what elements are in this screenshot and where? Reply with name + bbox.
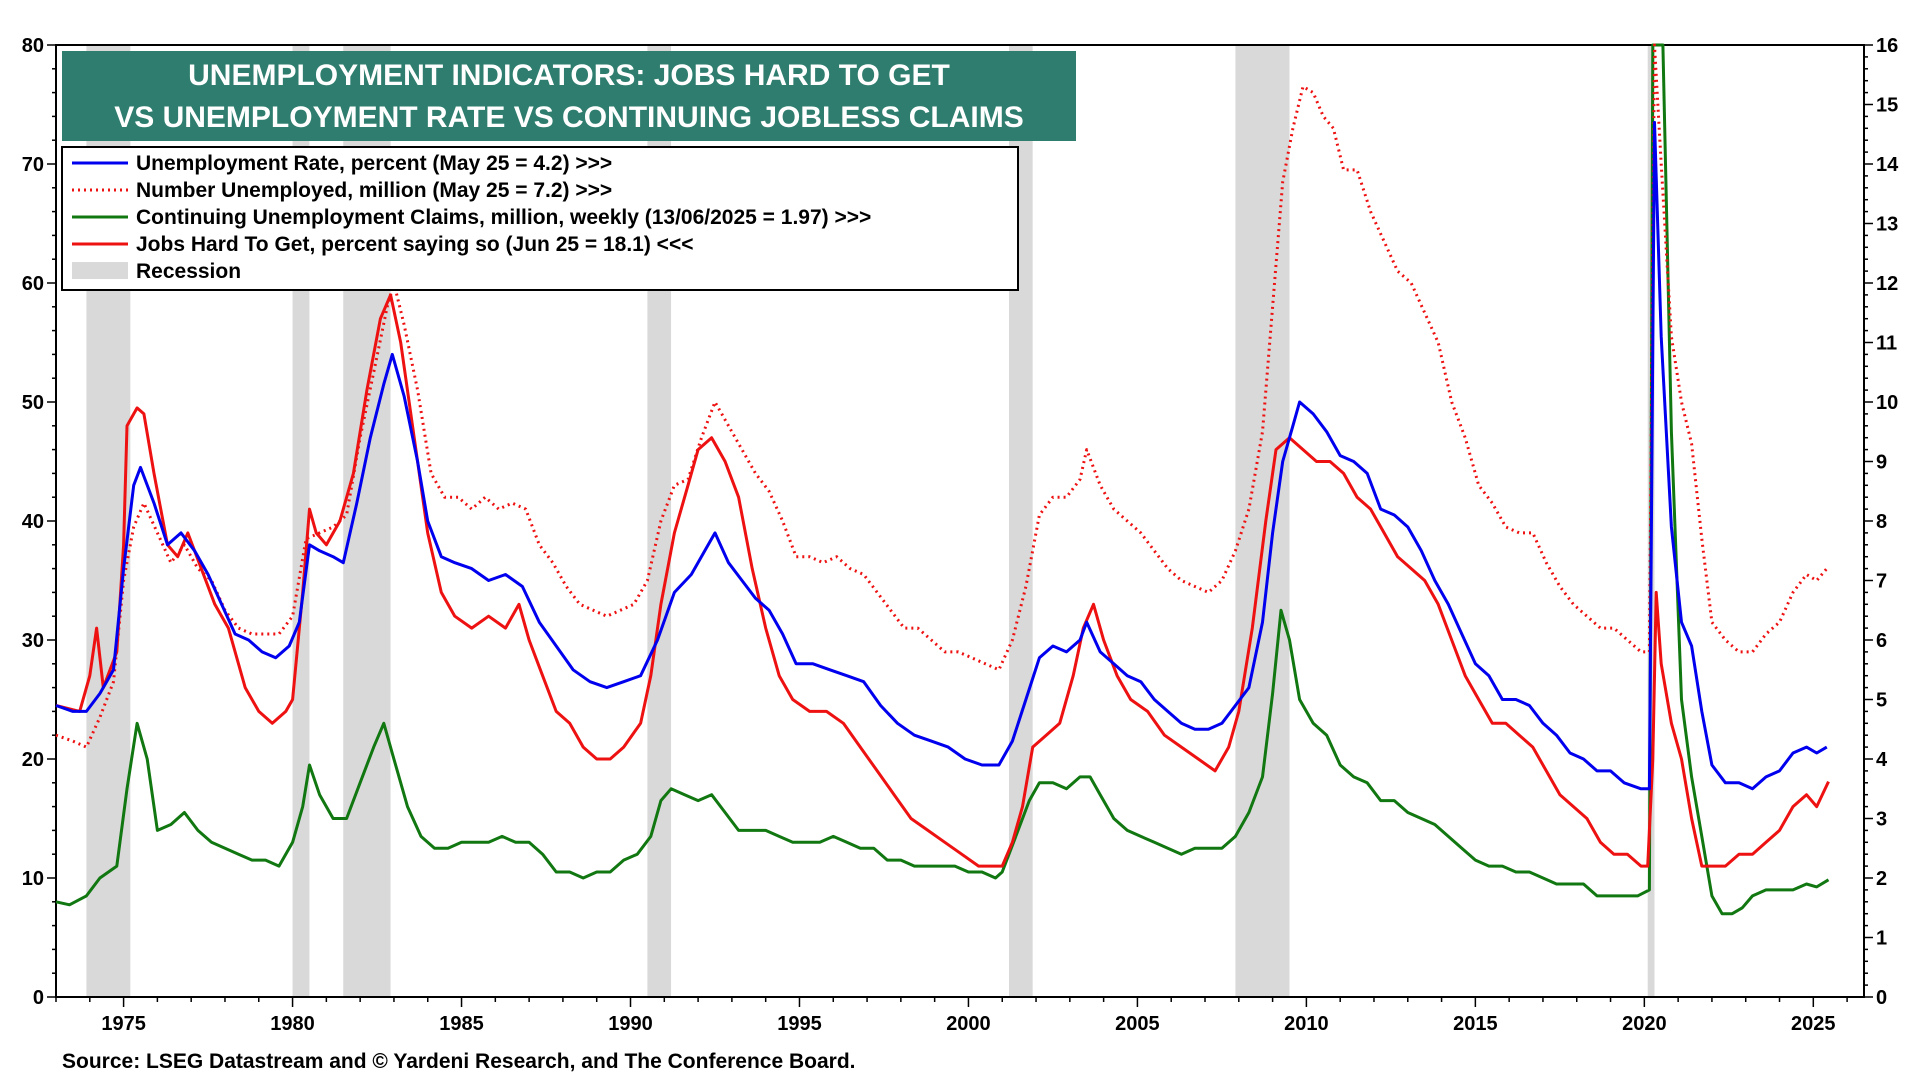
x-tick-label: 2005 — [1115, 1013, 1160, 1035]
right-tick-label: 9 — [1876, 452, 1887, 474]
right-tick-label: 4 — [1876, 749, 1888, 771]
right-tick-label: 0 — [1876, 987, 1887, 1009]
x-tick-label: 1990 — [608, 1013, 653, 1035]
right-tick-label: 16 — [1876, 35, 1898, 57]
title-line-1: UNEMPLOYMENT INDICATORS: JOBS HARD TO GE… — [188, 59, 950, 92]
right-tick-label: 13 — [1876, 214, 1898, 236]
series-jobs-hard-to-get-line — [55, 293, 1830, 868]
left-tick-label: 70 — [22, 154, 44, 176]
left-tick-label: 40 — [22, 511, 44, 533]
legend-label-jobs-hard-to-get: Jobs Hard To Get, percent saying so (Jun… — [136, 233, 693, 256]
x-tick-label: 1985 — [439, 1013, 484, 1035]
legend: Unemployment Rate, percent (May 25 = 4.2… — [61, 146, 1019, 291]
right-tick-label: 6 — [1876, 630, 1887, 652]
x-tick-label: 2015 — [1453, 1013, 1498, 1035]
title-box: UNEMPLOYMENT INDICATORS: JOBS HARD TO GE… — [62, 51, 1076, 141]
left-tick-label: 0 — [33, 987, 44, 1009]
left-y-axis: 0 10 20 30 40 50 60 70 80 — [22, 35, 56, 1009]
legend-box — [61, 146, 1019, 291]
x-tick-label: 2010 — [1284, 1013, 1329, 1035]
right-tick-label: 12 — [1876, 273, 1898, 295]
series-lines — [55, 43, 1830, 916]
series-unemployment-rate-line — [55, 120, 1828, 791]
legend-label-unemployment-rate: Unemployment Rate, percent (May 25 = 4.2… — [136, 152, 612, 175]
title-line-2: VS UNEMPLOYMENT RATE VS CONTINUING JOBLE… — [114, 101, 1024, 134]
x-tick-label: 1975 — [101, 1013, 146, 1035]
right-tick-label: 1 — [1876, 928, 1887, 950]
x-tick-label: 2020 — [1622, 1013, 1667, 1035]
legend-swatch-recession — [72, 262, 128, 279]
legend-label-continuing-claims: Continuing Unemployment Claims, million,… — [136, 206, 871, 229]
x-tick-label: 1980 — [270, 1013, 315, 1035]
left-tick-label: 10 — [22, 868, 44, 890]
right-tick-label: 10 — [1876, 392, 1898, 414]
right-tick-label: 5 — [1876, 690, 1887, 712]
right-tick-label: 3 — [1876, 809, 1887, 831]
left-tick-label: 50 — [22, 392, 44, 414]
legend-label-number-unemployed: Number Unemployed, million (May 25 = 7.2… — [136, 179, 612, 202]
x-tick-label: 2000 — [946, 1013, 991, 1035]
series-continuing-claims-line — [55, 43, 1830, 916]
left-tick-label: 80 — [22, 35, 44, 57]
right-tick-label: 8 — [1876, 511, 1887, 533]
left-tick-label: 30 — [22, 630, 44, 652]
title-background — [62, 51, 1076, 141]
x-axis: 1975 1980 1985 1990 1995 2000 2005 2010 2015 2020… — [55, 997, 1848, 1035]
source-note: Source: LSEG Datastream and © Yardeni Re… — [62, 1050, 856, 1073]
legend-label-recession: Recession — [136, 260, 241, 283]
right-tick-label: 11 — [1876, 333, 1897, 355]
x-tick-label: 2025 — [1791, 1013, 1836, 1035]
right-tick-label: 15 — [1876, 95, 1898, 117]
right-tick-label: 2 — [1876, 868, 1887, 890]
left-tick-label: 60 — [22, 273, 44, 295]
left-tick-label: 20 — [22, 749, 44, 771]
right-tick-label: 14 — [1876, 154, 1899, 176]
x-tick-label: 1995 — [777, 1013, 822, 1035]
right-tick-label: 7 — [1876, 571, 1887, 593]
